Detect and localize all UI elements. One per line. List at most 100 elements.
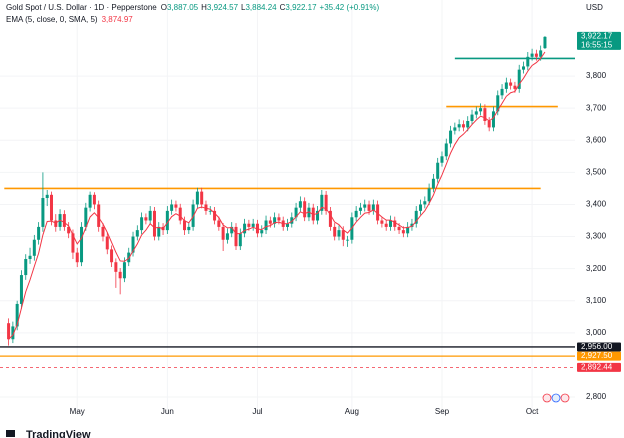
candle-body: [187, 226, 191, 231]
candle-body: [183, 220, 187, 231]
candle-body: [431, 178, 435, 189]
candle-body: [324, 194, 328, 211]
candle-body: [204, 204, 208, 211]
event-icon[interactable]: [542, 393, 552, 403]
candle-body: [307, 207, 311, 218]
price-label-box: [577, 31, 621, 50]
logo-mark: [6, 430, 15, 437]
candle-body: [496, 95, 500, 112]
candle-body: [341, 230, 345, 240]
candle-body: [539, 50, 543, 57]
candle-body: [7, 323, 11, 340]
candle-body: [41, 198, 45, 227]
candle-body: [509, 82, 513, 86]
y-tick-label: 3,400: [586, 200, 607, 209]
candle-body: [140, 217, 144, 231]
y-tick-label: 3,200: [586, 264, 607, 273]
candle-body: [277, 217, 281, 221]
candle-body: [449, 130, 453, 144]
candle-body: [217, 220, 221, 227]
candle-body: [174, 204, 178, 208]
candle-body: [376, 204, 380, 221]
candle-body: [84, 207, 88, 227]
candle-body: [401, 230, 405, 234]
ohlc-value: 3,922.17: [285, 3, 317, 12]
candle-body: [110, 249, 114, 263]
candle-body: [358, 207, 362, 211]
candle-body: [135, 230, 139, 237]
y-tick-label: 2,800: [586, 392, 607, 401]
candle-body: [92, 194, 96, 205]
candle-body: [483, 108, 487, 122]
candle-body: [238, 233, 242, 247]
candle-body: [526, 56, 530, 67]
event-icon[interactable]: [551, 393, 561, 403]
candle-body: [247, 223, 251, 227]
x-tick-label: Jun: [161, 407, 174, 416]
candle-body: [19, 275, 23, 304]
y-tick-label: 3,500: [586, 167, 607, 176]
candle-body: [303, 201, 307, 218]
candle-body: [225, 233, 229, 240]
currency: USD: [586, 3, 603, 12]
ema-line: [8, 51, 546, 340]
candle-body: [144, 217, 148, 221]
x-tick-label: Aug: [345, 407, 359, 416]
candle-body: [543, 36, 547, 49]
ohlc-value: 3,887.05: [167, 3, 199, 12]
candle-body: [114, 262, 118, 272]
ema-name: EMA (5, close, 0, SMA, 5) 3,874.97: [6, 15, 133, 24]
candle-body: [470, 114, 474, 122]
candle-body: [49, 194, 53, 221]
candle-body: [118, 271, 122, 279]
watermark: TradingView: [6, 429, 91, 438]
candle-body: [122, 262, 126, 279]
candle-body: [54, 220, 58, 227]
event-icons: [542, 393, 570, 403]
candle-body: [268, 220, 272, 224]
candle-body: [264, 220, 268, 231]
candle-body: [522, 66, 526, 70]
candle-body: [152, 210, 156, 237]
ohlc-name: L: [241, 3, 246, 12]
candle-body: [346, 239, 350, 241]
candle-body: [436, 162, 440, 179]
ohlc-value: 3,884.24: [245, 3, 277, 12]
candle-body: [97, 204, 101, 227]
candle-body: [28, 255, 32, 260]
ohlc-name: H: [201, 3, 207, 12]
candle-body: [406, 226, 410, 234]
candle-body: [178, 207, 182, 221]
x-tick-label: May: [70, 407, 85, 416]
y-tick-label: 3,300: [586, 232, 607, 241]
candle-body: [11, 326, 15, 340]
candle-body: [230, 226, 234, 234]
candle-body: [290, 217, 294, 224]
event-icon[interactable]: [560, 393, 570, 403]
candle-body: [105, 236, 109, 250]
candle-body: [380, 220, 384, 224]
candle-body: [487, 121, 491, 128]
y-tick-label: 3,700: [586, 103, 607, 112]
candle-body: [423, 201, 427, 205]
candle-body: [243, 223, 247, 234]
candle-body: [208, 210, 212, 212]
candle-body: [67, 226, 71, 234]
candle-body: [71, 233, 75, 253]
candle-body: [453, 127, 457, 131]
candle-body: [165, 210, 169, 231]
candle-body: [371, 204, 375, 211]
y-tick-label: 3,800: [586, 71, 607, 80]
plot: [0, 0, 575, 415]
candle-body: [294, 207, 298, 218]
price-label-box: [577, 362, 621, 372]
candle-body: [397, 226, 401, 231]
candle-body: [15, 303, 19, 327]
candle-body: [101, 226, 105, 237]
y-tick-label: 3,100: [586, 296, 607, 305]
candle-body: [367, 204, 371, 211]
candle-body: [530, 53, 534, 57]
candle-body: [384, 223, 388, 227]
candle-body: [500, 88, 504, 96]
